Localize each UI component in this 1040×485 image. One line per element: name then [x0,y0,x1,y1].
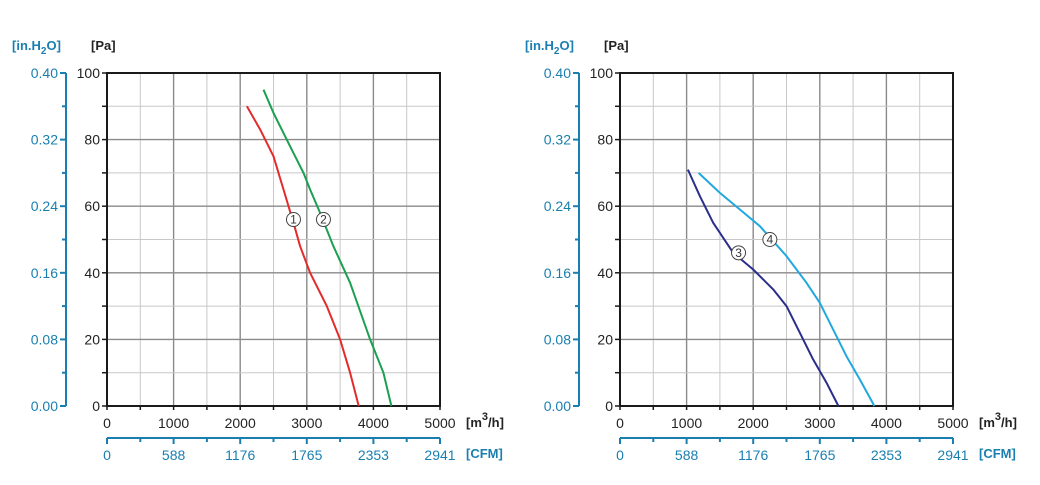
x-tick-label: 1000 [158,415,189,431]
cfm-tick-label: 1176 [738,447,768,463]
y-tick-label: 60 [597,198,613,214]
y-tick-label: 20 [597,331,613,347]
y-tick-label: 0 [605,398,613,414]
series-label-circle-1 [285,212,301,228]
series-label-2: 2 [320,213,327,227]
inh2o-tick-label: 0.24 [31,198,58,214]
inh2o-tick-label: 0.40 [31,65,58,81]
y-tick-label: 40 [84,265,100,281]
cfm-tick-label: 1176 [225,447,255,463]
y-tick-label: 80 [84,132,100,148]
inh2o-tick-label: 0.24 [544,198,571,214]
cfm-tick-label: 588 [675,447,699,463]
y-tick-label: 20 [84,331,100,347]
y-tick-label: 100 [77,65,101,81]
cfm-tick-label: 2353 [871,447,902,463]
x-tick-label: 3000 [804,415,835,431]
series-line-3 [686,169,840,407]
y-tick-label: 0 [92,398,100,414]
y-tick-label: 100 [590,65,614,81]
x-tick-label: 4000 [871,415,902,431]
inh2o-tick-label: 0.00 [544,398,571,414]
x-tick-label: 4000 [358,415,389,431]
inh2o-tick-label: 0.32 [544,132,571,148]
cfm-tick-label: 2941 [424,447,455,463]
inh2o-axis-unit: [in.H2O] [525,38,574,57]
x-tick-label: 1000 [671,415,702,431]
cfm-tick-label: 2353 [358,447,389,463]
cfm-tick-label: 588 [162,447,186,463]
cfm-tick-label: 2941 [937,447,968,463]
x-tick-label: 5000 [424,415,455,431]
x-axis-unit: [m3/h] [979,411,1017,430]
cfm-tick-label: 1765 [291,447,322,463]
pa-axis-unit: [Pa] [91,38,116,53]
series-line-4 [697,172,876,407]
x-axis-unit: [m3/h] [466,411,504,430]
series-line-1 [246,105,360,407]
inh2o-tick-label: 0.08 [544,331,571,347]
inh2o-axis-unit: [in.H2O] [12,38,61,57]
inh2o-tick-label: 0.00 [31,398,58,414]
x-tick-label: 5000 [937,415,968,431]
cfm-tick-label: 0 [103,447,111,463]
inh2o-tick-label: 0.16 [31,265,58,281]
inh2o-tick-label: 0.40 [544,65,571,81]
pa-axis-unit: [Pa] [604,38,629,53]
series-label-3: 3 [735,246,742,260]
inh2o-tick-label: 0.32 [31,132,58,148]
cfm-tick-label: 1765 [804,447,835,463]
y-tick-label: 60 [84,198,100,214]
series-label-circle-2 [315,212,331,228]
cfm-axis-unit: [CFM] [466,446,503,461]
x-tick-label: 2000 [738,415,769,431]
cfm-axis-unit: [CFM] [979,446,1016,461]
series-label-circle-4 [762,232,778,247]
series-label-1: 1 [290,213,297,227]
cfm-tick-label: 0 [616,447,624,463]
x-tick-label: 0 [103,415,111,431]
x-tick-label: 2000 [225,415,256,431]
x-tick-label: 3000 [291,415,322,431]
inh2o-tick-label: 0.08 [31,331,58,347]
series-label-4: 4 [767,233,774,247]
y-tick-label: 80 [597,132,613,148]
series-label-circle-3 [731,245,747,261]
y-tick-label: 40 [597,265,613,281]
inh2o-tick-label: 0.16 [544,265,571,281]
series-line-2 [262,89,393,407]
x-tick-label: 0 [616,415,624,431]
